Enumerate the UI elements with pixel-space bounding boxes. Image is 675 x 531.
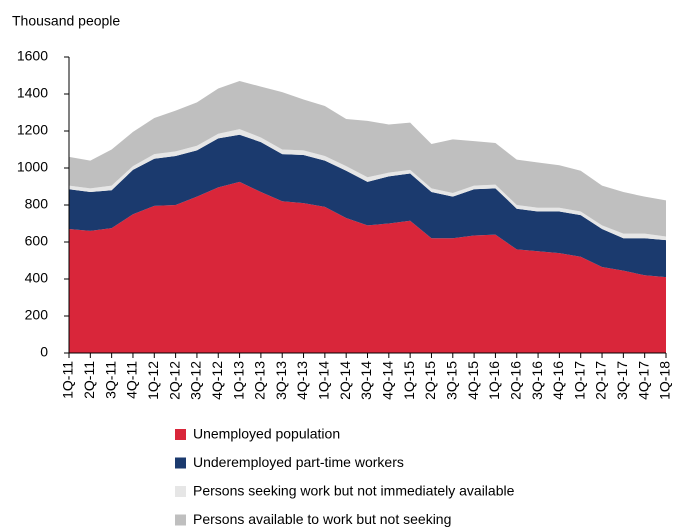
x-tick-label: 2Q-12 (166, 361, 182, 400)
y-tick-label: 1000 (17, 159, 48, 175)
x-tick-label: 3Q-14 (358, 361, 374, 400)
x-tick-label: 1Q-16 (486, 361, 502, 400)
x-tick-label: 3Q-12 (188, 361, 204, 400)
x-tick-label: 3Q-11 (102, 361, 118, 399)
area (69, 129, 666, 241)
x-tick-label: 3Q-15 (443, 361, 459, 400)
x-tick-label: 3Q-16 (529, 361, 545, 400)
legend-label: Unemployed population (193, 426, 340, 442)
x-tick-label: 1Q-12 (145, 361, 161, 400)
y-tick-label: 1600 (17, 48, 48, 64)
legend-label: Persons seeking work but not immediately… (193, 483, 515, 499)
x-tick-label: 1Q-14 (316, 361, 332, 400)
legend-label: Persons available to work but not seekin… (193, 511, 451, 527)
x-tick-label: 4Q-11 (124, 361, 140, 399)
x-tick-label: 1Q-18 (657, 361, 673, 400)
x-tick-label: 2Q-17 (593, 361, 609, 400)
x-tick-label: 2Q-14 (337, 361, 353, 400)
legend-label: Underemployed part-time workers (193, 454, 404, 470)
legend-swatch (175, 486, 186, 497)
x-tick-label: 4Q-14 (380, 361, 396, 400)
area (69, 81, 666, 237)
x-tick-label: 3Q-13 (273, 361, 289, 400)
x-tick-label: 4Q-13 (294, 361, 310, 400)
x-tick-label: 2Q-11 (81, 361, 97, 399)
x-tick-label: 4Q-16 (550, 361, 566, 400)
x-tick-label: 2Q-16 (507, 361, 523, 400)
x-tick-label: 4Q-15 (465, 361, 481, 400)
legend-swatch (175, 429, 186, 440)
y-tick-label: 800 (25, 196, 49, 212)
legend-swatch (175, 514, 186, 526)
y-tick-label: 1400 (17, 85, 48, 101)
x-tick-label: 2Q-15 (422, 361, 438, 400)
area (69, 134, 666, 278)
y-tick-label: 200 (25, 307, 49, 323)
x-tick-label: 1Q-15 (401, 361, 417, 400)
x-tick-label: 1Q-17 (571, 361, 587, 400)
x-tick-label: 1Q-13 (230, 361, 246, 400)
x-tick-label: 3Q-17 (614, 361, 630, 400)
x-tick-label: 2Q-13 (252, 361, 268, 400)
legend-swatch (175, 457, 186, 469)
y-tick-label: 600 (25, 233, 49, 249)
y-tick-label: 400 (25, 270, 49, 286)
y-tick-label: 1200 (17, 122, 48, 138)
y-axis-label: Thousand people (12, 13, 120, 29)
y-tick-label: 0 (40, 344, 48, 360)
x-tick-label: 4Q-17 (635, 361, 651, 400)
area (69, 181, 666, 353)
x-tick-label: 1Q-11 (60, 361, 76, 399)
x-tick-label: 4Q-12 (209, 361, 225, 400)
